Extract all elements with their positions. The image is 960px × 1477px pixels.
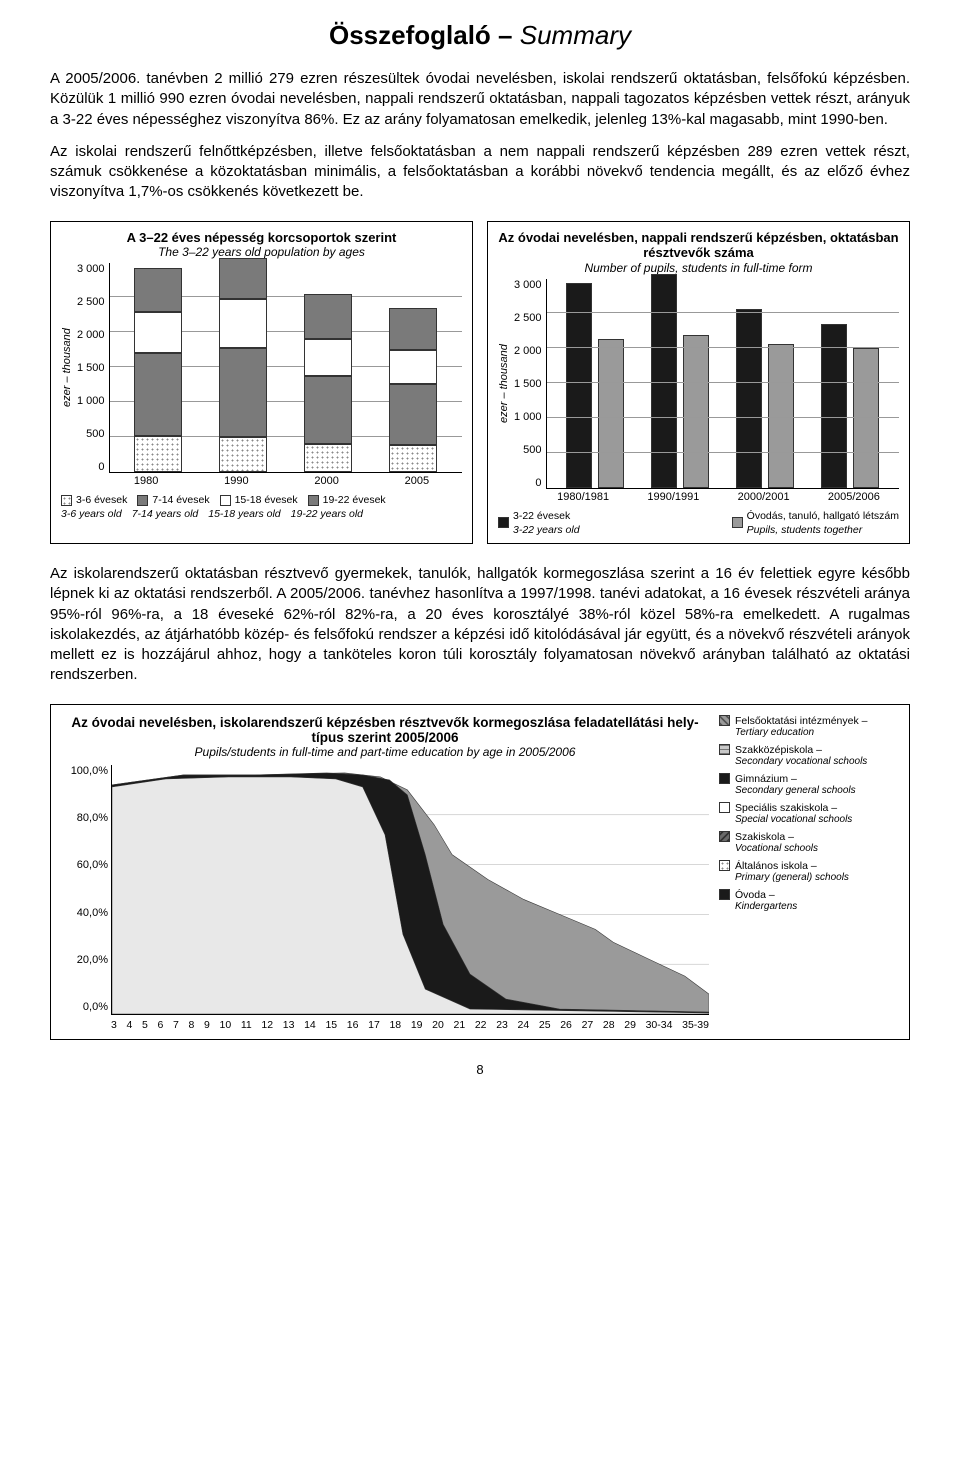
chart2-ylabel: ezer – thousand — [498, 279, 510, 489]
chart3-yaxis: 100,0%80,0%60,0%40,0%20,0%0,0% — [64, 765, 108, 1014]
paragraph-1: A 2005/2006. tanévben 2 millió 279 ezren… — [50, 69, 910, 130]
chart2-title: Az óvodai nevelésben, nappali rendszerű … — [498, 230, 899, 261]
chart3-plot: 100,0%80,0%60,0%40,0%20,0%0,0% — [111, 765, 709, 1015]
chart-population-by-age: A 3–22 éves népesség korcsoportok szerin… — [50, 221, 473, 545]
title-en: Summary — [520, 20, 631, 50]
title-hu: Összefoglaló — [329, 20, 491, 50]
chart2-yaxis: 3 0002 5002 0001 5001 0005000 — [514, 279, 546, 489]
chart1-plot — [109, 263, 462, 473]
chart2-legend: 3-22 évesek3-22 years oldÓvodás, tanuló,… — [498, 509, 899, 537]
charts-row: A 3–22 éves népesség korcsoportok szerin… — [50, 221, 910, 545]
chart3-title: Az óvodai nevelésben, iskolarendszerű ké… — [61, 715, 709, 745]
paragraph-3: Az iskolarendszerű oktatásban résztvevő … — [50, 564, 910, 686]
chart3-subtitle: Pupils/students in full-time and part-ti… — [61, 745, 709, 759]
chart3-svg — [112, 765, 709, 1014]
chart1-ylabel: ezer – thousand — [61, 263, 73, 473]
chart1-xaxis: 1980199020002005 — [61, 475, 462, 487]
chart1-yaxis: 3 0002 5002 0001 5001 0005000 — [77, 263, 109, 473]
chart-pupils-fulltime: Az óvodai nevelésben, nappali rendszerű … — [487, 221, 910, 545]
chart-age-distribution: Az óvodai nevelésben, iskolarendszerű ké… — [50, 704, 910, 1040]
chart1-title: A 3–22 éves népesség korcsoportok szerin… — [61, 230, 462, 246]
chart2-xaxis: 1980/19811990/19912000/20012005/2006 — [498, 491, 899, 503]
page-number: 8 — [50, 1062, 910, 1077]
chart3-legend: Felsőoktatási intézmények –Tertiary educ… — [719, 715, 899, 1031]
chart3-xaxis: 3456789101112131415161718192021222324252… — [111, 1019, 709, 1031]
chart1-legend: 3-6 évesek7-14 évesek15-18 évesek19-22 é… — [61, 493, 462, 521]
page-title: Összefoglaló – Summary — [50, 20, 910, 51]
chart2-plot — [546, 279, 899, 489]
paragraph-2: Az iskolai rendszerű felnőttképzésben, i… — [50, 142, 910, 203]
